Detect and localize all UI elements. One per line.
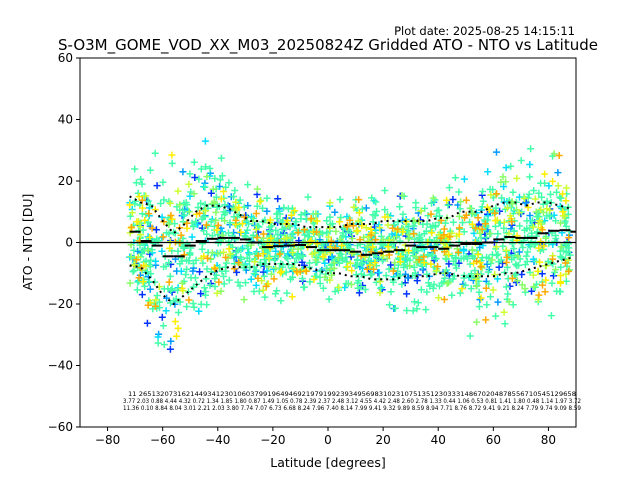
x-tick-label: −60 xyxy=(150,433,175,447)
y-tick-label: 20 xyxy=(58,174,73,188)
x-tick-label: −40 xyxy=(205,433,230,447)
annotation-row-2: 3.77 2.03 0.88 4.44 4.32 0.72 1.34 1.85 … xyxy=(123,398,581,405)
y-tick-label: −40 xyxy=(48,359,73,373)
plot-date-label: Plot date: 2025-08-25 14:15:11 xyxy=(394,24,575,38)
y-tick-label: −20 xyxy=(48,297,73,311)
y-axis: −60 −40 −20 0 20 40 60 xyxy=(48,51,80,434)
x-axis: −80 −60 −40 −20 0 20 40 60 80 xyxy=(95,427,556,447)
x-tick-label: 80 xyxy=(541,433,556,447)
y-tick-label: 0 xyxy=(65,236,73,250)
annotation-row-1: 11 2651320731621449341230106037991964946… xyxy=(128,391,576,398)
x-tick-label: −20 xyxy=(260,433,285,447)
x-tick-label: −80 xyxy=(95,433,120,447)
x-tick-label: 0 xyxy=(324,433,332,447)
std-upper-line xyxy=(129,195,571,235)
y-tick-label: −60 xyxy=(48,420,73,434)
y-tick-label: 40 xyxy=(58,113,73,127)
y-axis-label: ATO - NTO [DU] xyxy=(20,194,35,291)
y-tick-label: 60 xyxy=(58,51,73,65)
x-tick-label: 40 xyxy=(431,433,446,447)
x-tick-label: 20 xyxy=(375,433,390,447)
x-tick-label: 60 xyxy=(486,433,501,447)
annotation-row-3: 11.36 0.10 8.84 8.04 3.01 2.21 2.03 3.80… xyxy=(123,405,581,412)
std-dev-layer xyxy=(129,195,571,306)
x-axis-label: Latitude [degrees] xyxy=(270,455,386,470)
chart-title: S-O3M_GOME_VOD_XX_M03_20250824Z Gridded … xyxy=(58,36,598,55)
bin-annotations: 11 2651320731621449341230106037991964946… xyxy=(123,391,581,412)
